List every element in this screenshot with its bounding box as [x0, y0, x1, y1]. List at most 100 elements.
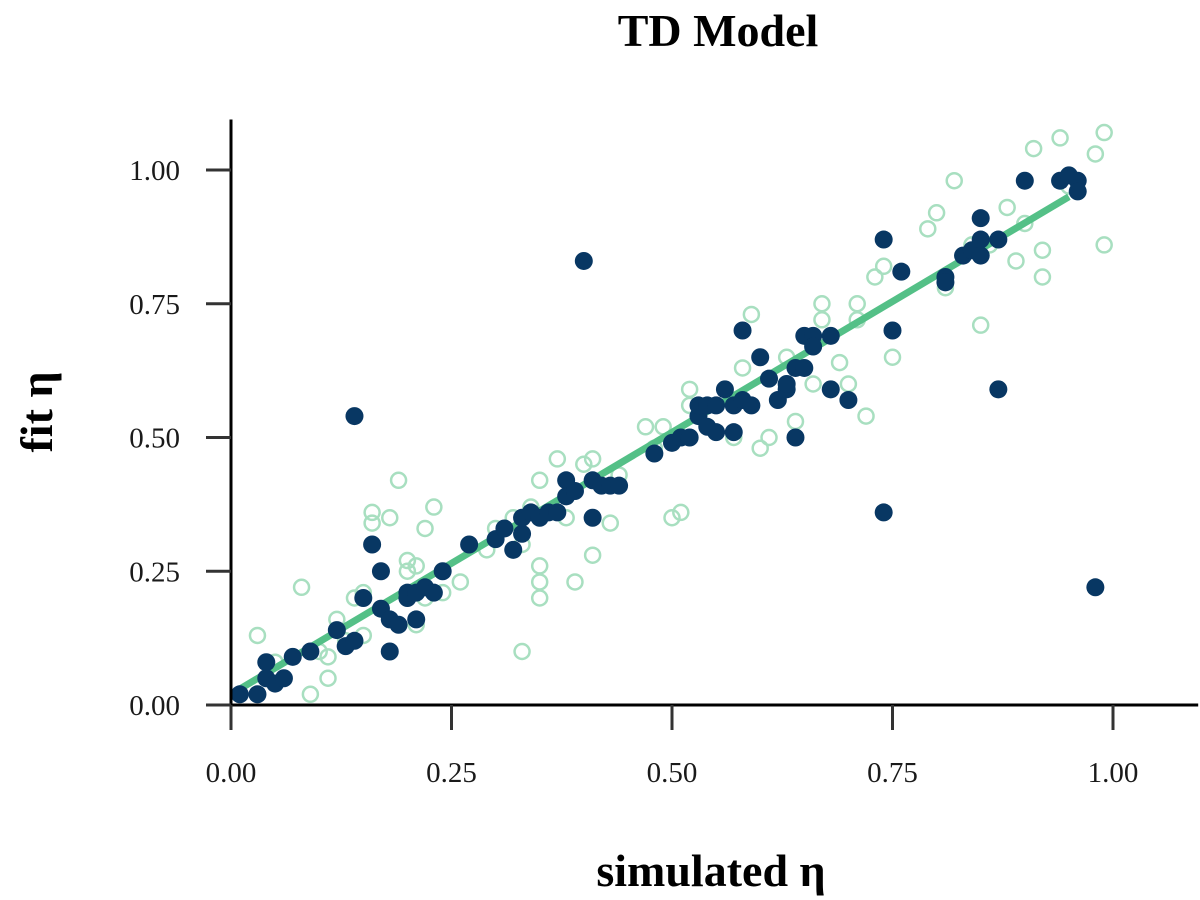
open-point	[971, 316, 990, 334]
open-point	[804, 375, 822, 393]
open-point	[733, 359, 752, 377]
filled-point	[513, 524, 532, 543]
open-point	[530, 471, 549, 490]
open-point	[751, 439, 769, 457]
open-point	[583, 450, 602, 468]
filled-point	[874, 230, 893, 249]
filled-point	[777, 375, 796, 393]
open-point	[998, 198, 1016, 217]
filled-point	[804, 337, 823, 356]
open-point	[513, 642, 531, 661]
filled-point	[504, 540, 523, 559]
open-point	[866, 268, 884, 286]
x-tick-label: 1.00	[1088, 757, 1139, 789]
filled-point	[645, 444, 664, 463]
open-point	[398, 562, 417, 580]
filled-point	[971, 246, 990, 265]
open-point	[566, 573, 584, 591]
filled-point	[371, 562, 390, 581]
filled-point	[989, 230, 1008, 249]
filled-point	[380, 642, 399, 661]
y-tick-label: 0.50	[129, 423, 180, 455]
filled-point	[548, 503, 567, 522]
open-point	[1095, 123, 1113, 142]
open-point	[813, 311, 831, 329]
open-point	[389, 471, 408, 490]
open-point	[927, 204, 946, 222]
y-axis-label: fit η	[11, 371, 62, 452]
x-axis-label: simulated η	[596, 845, 825, 896]
filled-point	[1068, 182, 1087, 201]
filled-point	[389, 615, 408, 634]
filled-point	[460, 535, 479, 554]
y-tick-label: 1.00	[129, 155, 180, 187]
open-point	[1033, 268, 1052, 286]
chart-title: TD Model	[618, 5, 819, 56]
filled-point	[230, 685, 249, 704]
filled-point	[363, 535, 382, 554]
open-point	[363, 514, 381, 532]
filled-point	[301, 642, 320, 661]
filled-point	[583, 508, 602, 527]
filled-point	[936, 273, 955, 292]
filled-point	[565, 482, 584, 500]
open-point	[813, 295, 831, 313]
open-point	[601, 514, 620, 532]
filled-point	[283, 647, 302, 666]
open-point	[1033, 241, 1052, 259]
open-point	[583, 546, 602, 564]
x-tick-label: 0.50	[647, 757, 698, 789]
filled-point	[345, 407, 364, 426]
open-point	[451, 573, 470, 591]
open-point	[830, 353, 849, 372]
filled-point	[495, 519, 514, 538]
open-point	[1024, 139, 1043, 158]
open-point	[636, 418, 655, 436]
filled-point	[742, 396, 761, 415]
open-point	[530, 557, 549, 575]
open-point	[760, 428, 778, 447]
filled-point	[715, 380, 734, 399]
filled-point	[839, 391, 858, 410]
x-tick-label: 0.25	[426, 757, 477, 789]
filled-point	[989, 380, 1008, 399]
open-point	[848, 295, 866, 313]
filled-point	[971, 230, 990, 249]
filled-point	[707, 423, 726, 442]
x-axis-ticks: 0.00 0.25 0.50 0.75 1.00	[206, 705, 1139, 789]
open-point	[292, 578, 311, 597]
open-point	[416, 519, 434, 538]
filled-point	[1086, 578, 1105, 597]
open-point	[1007, 252, 1025, 270]
filled-point	[724, 423, 743, 442]
open-point	[883, 348, 902, 366]
open-point	[839, 375, 858, 393]
y-tick-label: 0.25	[129, 556, 180, 588]
filled-point	[680, 428, 699, 447]
open-point	[248, 626, 267, 645]
open-point	[319, 669, 337, 687]
open-point	[548, 450, 567, 468]
open-point	[857, 407, 875, 425]
filled-point	[433, 562, 452, 581]
open-point	[680, 380, 699, 399]
filled-series	[230, 166, 1105, 704]
open-point	[575, 455, 593, 473]
filled-point	[257, 653, 276, 672]
open-point	[1086, 145, 1105, 163]
open-point	[786, 412, 805, 431]
filled-point	[1015, 171, 1034, 190]
open-point	[1051, 129, 1069, 147]
filled-point	[751, 348, 770, 367]
filled-point	[424, 583, 443, 602]
filled-point	[821, 326, 840, 345]
open-point	[530, 589, 549, 607]
x-tick-label: 0.00	[206, 757, 257, 789]
open-point	[363, 503, 381, 522]
filled-point	[874, 503, 893, 522]
filled-point	[354, 589, 373, 607]
open-point	[381, 509, 399, 527]
open-point	[398, 551, 417, 570]
filled-point	[610, 476, 629, 495]
